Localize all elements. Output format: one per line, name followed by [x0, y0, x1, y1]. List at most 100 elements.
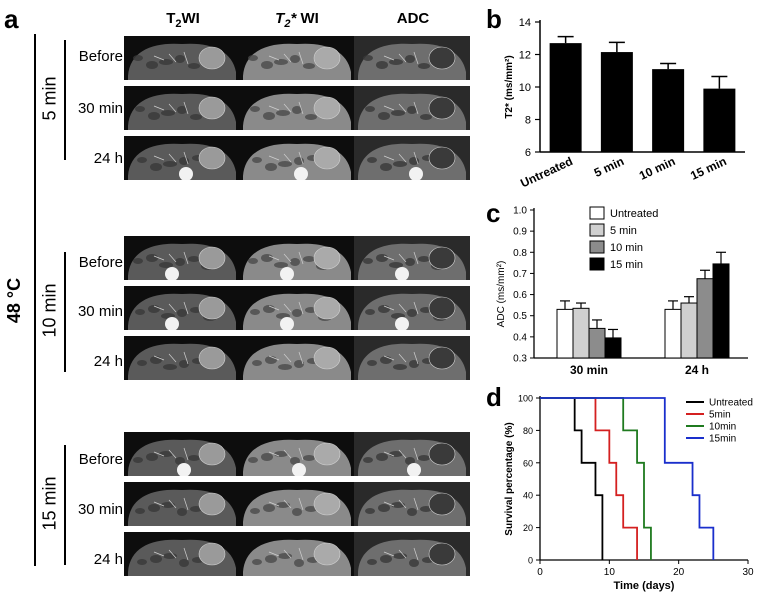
column-header-t2star: T2* WI	[275, 10, 319, 30]
mri-scan-graphic	[354, 532, 470, 576]
y-tick-label: 0.7	[513, 269, 527, 280]
mri-organ	[393, 364, 407, 370]
mri-scan-graphic	[354, 482, 470, 526]
mri-organ	[303, 256, 315, 262]
legend-swatch	[589, 240, 605, 254]
mri-organ	[363, 457, 373, 463]
mri-organ	[294, 360, 304, 368]
row-label: 24 h	[93, 551, 123, 568]
mri-scan-graphic	[239, 136, 355, 180]
mri-organ	[376, 61, 388, 69]
mri-detail	[268, 101, 304, 115]
mri-scan-graphic	[239, 286, 355, 330]
mri-organ	[135, 508, 145, 514]
mri-organ	[367, 157, 377, 163]
mri-organ	[261, 61, 273, 69]
mri-organ	[248, 55, 258, 61]
mri-organ	[303, 455, 315, 461]
mri-tumor	[428, 96, 456, 120]
mri-detail	[383, 151, 419, 165]
mri-organ	[188, 256, 200, 262]
mri-detail	[268, 351, 304, 365]
mri-organ	[179, 157, 189, 165]
mri-organ	[378, 112, 390, 120]
adc-bar-chart: 0.3 0.4 0.5 0.6 0.7 0.8 0.9 1.0 ADC (ms/mm²) 30 m…	[496, 206, 748, 377]
mri-bright-spot	[177, 463, 191, 476]
mri-image	[354, 532, 470, 576]
mri-detail	[268, 497, 304, 511]
mri-organ	[376, 453, 388, 461]
y-tick-label: 0.9	[513, 227, 527, 238]
mri-scan-graphic	[354, 86, 470, 130]
mri-organ	[367, 360, 377, 366]
mri-image	[239, 236, 355, 280]
bar	[652, 69, 685, 152]
mri-bright-spot	[407, 463, 421, 476]
mri-organ	[177, 309, 187, 317]
legend-label: 5min	[709, 410, 731, 421]
survival-line	[540, 397, 638, 560]
mri-organ	[420, 114, 432, 120]
mri-detail	[383, 101, 419, 115]
mri-detail	[383, 447, 419, 461]
mri-bright-spot	[395, 317, 409, 330]
mri-scan-graphic	[354, 36, 470, 80]
column-header-adc: ADC	[396, 10, 430, 27]
mri-organ	[163, 364, 177, 370]
x-tick-label: 24 h	[685, 363, 709, 377]
mri-image	[354, 86, 470, 130]
mri-organ	[292, 508, 302, 516]
group-bracket-10min	[64, 252, 66, 372]
mri-scan-graphic	[239, 36, 355, 80]
row-label: 30 min	[77, 100, 123, 117]
mri-detail	[268, 51, 304, 65]
mri-detail	[153, 497, 189, 511]
legend-label: Untreated	[709, 398, 753, 409]
legend-swatch	[589, 257, 605, 271]
mri-detail	[268, 251, 304, 265]
mri-organ	[250, 106, 260, 112]
mri-detail	[153, 301, 189, 315]
y-tick-label: 8	[525, 115, 531, 127]
row-label: Before	[78, 451, 123, 468]
bar	[600, 52, 633, 152]
mri-organ	[148, 504, 160, 512]
mri-organ	[159, 59, 173, 65]
mri-organ	[380, 163, 392, 171]
row-label: Before	[78, 48, 123, 65]
mri-organ	[365, 309, 375, 315]
mri-organ	[252, 360, 262, 366]
bar	[556, 308, 574, 359]
mri-organ	[159, 262, 173, 268]
mri-tumor	[428, 246, 456, 270]
x-axis-label: Time (days)	[614, 580, 675, 592]
mri-scan-graphic	[239, 86, 355, 130]
mri-organ	[146, 254, 158, 262]
bar	[712, 263, 730, 359]
y-axis-label: ADC (ms/mm²)	[496, 261, 507, 328]
mri-organ	[276, 502, 290, 508]
mri-bright-spot	[409, 167, 423, 180]
mri-organ	[161, 502, 175, 508]
mri-organ	[252, 157, 262, 163]
mri-tumor	[313, 346, 341, 370]
mri-tumor	[313, 442, 341, 466]
y-tick-label: 60	[523, 458, 533, 468]
bar	[549, 43, 582, 152]
mri-organ	[135, 309, 145, 315]
mri-scan-graphic	[354, 286, 470, 330]
mri-organ	[407, 508, 417, 516]
mri-detail	[153, 351, 189, 365]
survival-curve-chart: 0 20 40 60 80 100 0 10 20 30 Time (days) Survival p…	[504, 394, 754, 593]
mri-image	[354, 336, 470, 380]
mri-scan-graphic	[354, 336, 470, 380]
mri-organ	[163, 553, 177, 559]
legend-label: 5 min	[610, 225, 637, 237]
mri-scan-graphic	[354, 236, 470, 280]
mri-organ	[133, 55, 143, 61]
mri-scan-graphic	[239, 236, 355, 280]
mri-image	[239, 86, 355, 130]
bar	[703, 88, 736, 152]
mri-organ	[418, 256, 430, 262]
mri-image	[354, 36, 470, 80]
